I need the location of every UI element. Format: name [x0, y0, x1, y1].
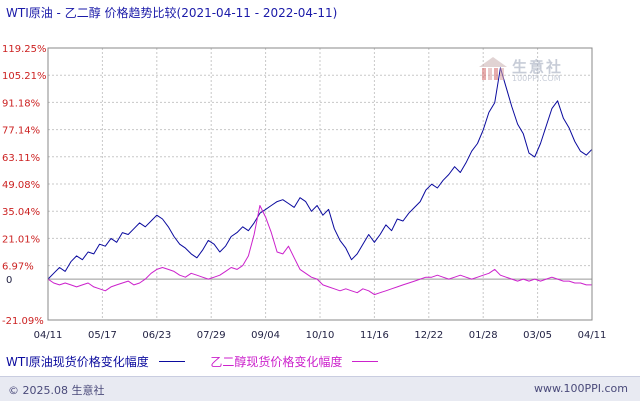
legend-label-meg: 乙二醇现货价格变化幅度 [210, 355, 343, 369]
watermark-text: 生意社 [512, 58, 564, 76]
legend-swatch-meg [352, 361, 379, 362]
legend-swatch-wti [158, 361, 185, 362]
y-tick-label: 0 [6, 275, 12, 286]
x-tick-label: 04/11 [578, 330, 607, 341]
footer-copyright: © 2025.08 生意社 [8, 384, 105, 397]
y-tick-label: -21.09% [2, 316, 44, 327]
y-tick-label: 21.01% [2, 234, 40, 245]
footer: © 2025.08 生意社 www.100PPI.com [0, 376, 640, 401]
y-tick-label: 6.97% [2, 262, 34, 273]
x-tick-label: 01/28 [469, 330, 498, 341]
chart-title: WTI原油 - 乙二醇 价格趋势比较(2021-04-11 - 2022-04-… [6, 6, 338, 20]
series-line-meg [47, 205, 592, 296]
x-tick-label: 07/29 [197, 330, 226, 341]
x-axis-tick-labels: 04/11 05/17 06/23 07/29 09/04 10/10 11/16 12/22… [34, 330, 607, 341]
x-tick-label: 11/16 [360, 330, 389, 341]
x-tick-label: 06/23 [142, 330, 171, 341]
x-tick-label: 04/11 [34, 330, 63, 341]
legend: WTI原油现货价格变化幅度 乙二醇现货价格变化幅度 [6, 353, 400, 370]
x-tick-label: 10/10 [306, 330, 335, 341]
y-tick-label: 119.25% [2, 44, 47, 55]
legend-label-wti: WTI原油现货价格变化幅度 [6, 355, 149, 369]
x-tick-label: 03/05 [523, 330, 552, 341]
x-tick-label: 09/04 [251, 330, 280, 341]
grid-lines [48, 47, 592, 321]
x-tick-label: 05/17 [88, 330, 117, 341]
watermark: 生意社 100PPI.COM [478, 56, 561, 86]
y-axis-tick-labels: 119.25% 105.21% 91.18% 77.14% 63.11% 49.08% 35… [2, 44, 47, 327]
watermark-logo-icon [479, 57, 507, 80]
x-tick-label: 12/22 [414, 330, 443, 341]
watermark-subtext: 100PPI.COM [512, 74, 561, 83]
y-tick-label: 105.21% [2, 71, 47, 82]
plot-area-border [47, 47, 593, 321]
footer-site-link[interactable]: www.100PPI.com [534, 382, 628, 395]
y-tick-label: 35.04% [2, 207, 40, 218]
y-tick-label: 91.18% [2, 98, 40, 109]
y-tick-label: 49.08% [2, 180, 40, 191]
y-tick-label: 77.14% [2, 126, 40, 137]
y-tick-label: 63.11% [2, 153, 40, 164]
